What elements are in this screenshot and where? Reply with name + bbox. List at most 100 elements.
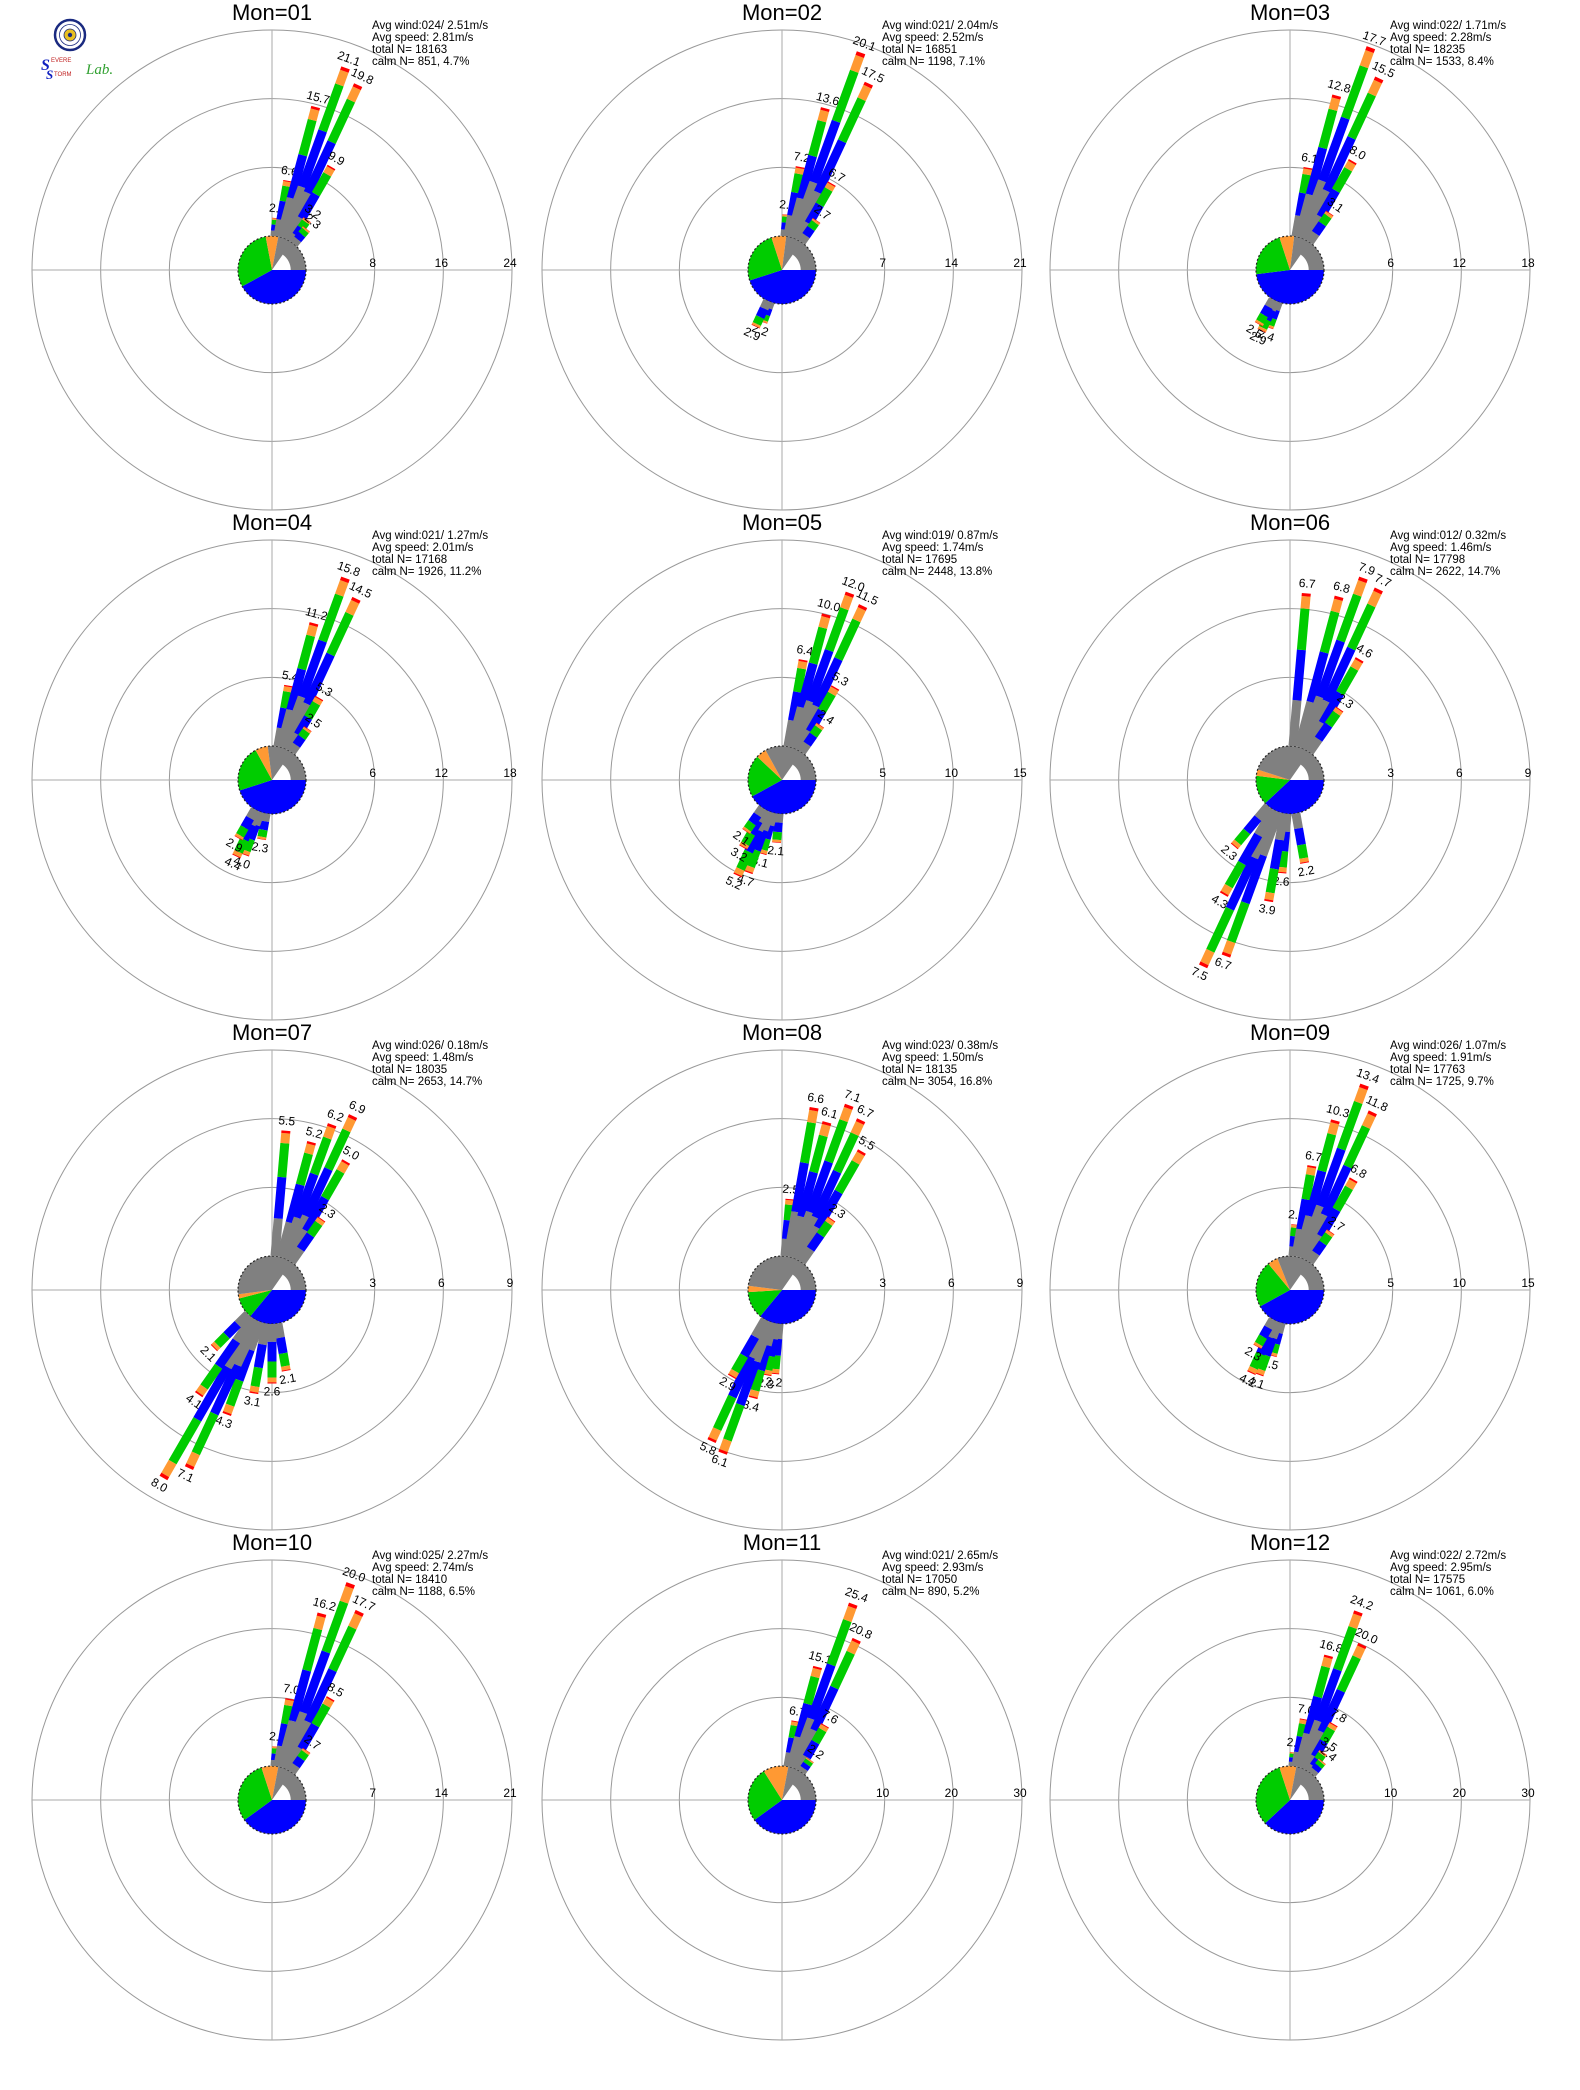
spoke-bar-gray xyxy=(232,1315,257,1344)
spoke-bar-blue xyxy=(788,691,802,722)
spoke-bar-orange xyxy=(751,322,761,328)
spoke-bar-red xyxy=(727,1373,737,1380)
stat-avg-speed: Avg speed: 2.95m/s xyxy=(1390,1562,1492,1574)
spoke-bar-blue xyxy=(297,639,327,699)
calm-pie-slice-blue xyxy=(749,270,816,305)
spoke-dir-40 xyxy=(1308,1758,1326,1777)
spoke-bar-blue xyxy=(755,306,769,319)
stat-calm-n: calm N= 1061, 6.0% xyxy=(1390,1586,1494,1598)
spoke-bar-green xyxy=(1254,1334,1267,1347)
spoke-bar-orange xyxy=(1317,1758,1326,1766)
spoke-bar-blue xyxy=(1225,855,1258,911)
spoke-dir-25 xyxy=(282,83,363,242)
month-title: Mon=06 xyxy=(1250,510,1330,535)
spoke-bar-red xyxy=(744,869,753,875)
month-title: Mon=09 xyxy=(1250,1020,1330,1045)
spoke-value-label: 2.9 xyxy=(742,324,763,344)
spoke-bar-orange xyxy=(1299,857,1309,863)
spoke-bar-red xyxy=(812,217,821,224)
spoke-bar-green xyxy=(1256,312,1268,324)
spoke-dir-15 xyxy=(276,1141,316,1259)
stat-calm-n: calm N= 3054, 16.8% xyxy=(882,1076,992,1088)
month-title: Mon=03 xyxy=(1250,0,1330,25)
spoke-value-label: 11.2 xyxy=(304,604,330,623)
spoke-bar-orange xyxy=(852,607,866,623)
spoke-bar-red xyxy=(863,81,873,89)
spoke-bar-green xyxy=(818,691,836,714)
spoke-bar-orange xyxy=(827,686,839,697)
calm-circle xyxy=(1255,1255,1325,1325)
spoke-value-label: 11.5 xyxy=(854,586,881,608)
spoke-bar-blue xyxy=(273,1176,287,1219)
spoke-bar-orange xyxy=(1348,1613,1362,1630)
spoke-bar-gray xyxy=(797,1765,808,1775)
spoke-bar-blue xyxy=(1292,649,1306,701)
spoke-bar-blue xyxy=(748,812,762,826)
spoke-bar-orange xyxy=(817,109,829,123)
month-title: Mon=11 xyxy=(743,1530,821,1555)
spoke-bar-red xyxy=(1254,321,1263,327)
spoke-bar-gray xyxy=(1297,695,1325,750)
calm-pie-slice-orange xyxy=(265,235,279,270)
stat-calm-n: calm N= 1725, 9.7% xyxy=(1390,1076,1494,1088)
spoke-bar-green xyxy=(1318,108,1338,150)
spoke-bar-red xyxy=(347,1114,358,1121)
ring-tick-label: 6 xyxy=(948,1276,955,1290)
logo-text-lab: Lab. xyxy=(85,62,113,78)
spoke-bar-orange xyxy=(234,833,244,840)
spoke-bar-orange xyxy=(283,686,293,693)
spoke-bar-orange xyxy=(1345,1179,1357,1191)
spoke-bar-red xyxy=(855,51,866,59)
spoke-bar-blue xyxy=(812,657,843,709)
calm-pie-slice-blue xyxy=(754,1800,816,1834)
stat-total-n: total N= 17050 xyxy=(882,1574,957,1586)
calm-pie-slice-orange xyxy=(763,1765,789,1800)
spoke-bar-gray xyxy=(1305,736,1323,755)
stat-avg-speed: Avg speed: 1.74m/s xyxy=(882,542,984,554)
spoke-bar-red xyxy=(210,1344,218,1352)
spoke-bar-green xyxy=(168,1417,202,1465)
spoke-value-label: 4.4 xyxy=(222,854,243,874)
spoke-dir-25 xyxy=(1300,76,1384,242)
spoke-bar-red xyxy=(314,695,324,702)
spoke-bar-blue xyxy=(1303,1695,1322,1735)
spoke-value-label: 20.8 xyxy=(847,1620,874,1643)
stat-calm-n: calm N= 1188, 6.5% xyxy=(372,1586,475,1598)
spoke-value-label: 2.1 xyxy=(767,843,785,858)
ring-tick-label: 20 xyxy=(945,1786,959,1800)
spoke-bar-blue xyxy=(803,732,818,747)
spoke-value-label: 16.8 xyxy=(1318,1636,1344,1656)
ring-tick-label: 9 xyxy=(1017,1276,1024,1290)
spoke-bar-green xyxy=(309,1136,332,1176)
spoke-bar-gray xyxy=(1254,807,1277,838)
spoke-bar-green xyxy=(318,593,344,643)
spoke-value-label: 4.2 xyxy=(1237,1371,1258,1391)
wind-rose-8: 3 6 92.56.66.17.16.75.52.32.22.33.46.15.82… xyxy=(541,1020,1024,1531)
stat-total-n: total N= 17763 xyxy=(1390,1064,1465,1076)
spoke-dir-35 xyxy=(1305,1229,1335,1265)
spoke-bar-gray xyxy=(1297,1204,1325,1260)
stat-calm-n: calm N= 2448, 13.8% xyxy=(882,566,992,578)
stat-total-n: total N= 18235 xyxy=(1390,44,1465,56)
spoke-bar-red xyxy=(812,1665,822,1671)
calm-pie-slice-orange xyxy=(771,236,787,270)
ring-tick-label: 30 xyxy=(1521,1786,1535,1800)
spoke-value-label: 7.1 xyxy=(842,1087,863,1106)
spoke-bar-green xyxy=(328,1625,357,1672)
spoke-value-label: 3.1 xyxy=(243,1393,262,1410)
spoke-bar-green xyxy=(803,1758,813,1767)
spoke-bar-gray xyxy=(1275,812,1289,841)
spoke-bar-red xyxy=(1254,1372,1264,1377)
spoke-dir-20 xyxy=(789,591,855,750)
spoke-bar-orange xyxy=(728,1368,740,1379)
spoke-bar-green xyxy=(257,829,268,838)
spoke-bar-gray xyxy=(1305,230,1320,245)
ring-tick-label: 9 xyxy=(507,1276,514,1290)
spoke-bar-red xyxy=(1307,1165,1317,1169)
spoke-bar-red xyxy=(340,66,350,73)
spoke-dir-35 xyxy=(1305,706,1344,755)
spoke-bar-red xyxy=(1331,94,1342,100)
spoke-bar-orange xyxy=(301,226,310,234)
spoke-value-label: 3.9 xyxy=(1258,901,1277,918)
calm-pie-slice-gray xyxy=(267,746,306,780)
